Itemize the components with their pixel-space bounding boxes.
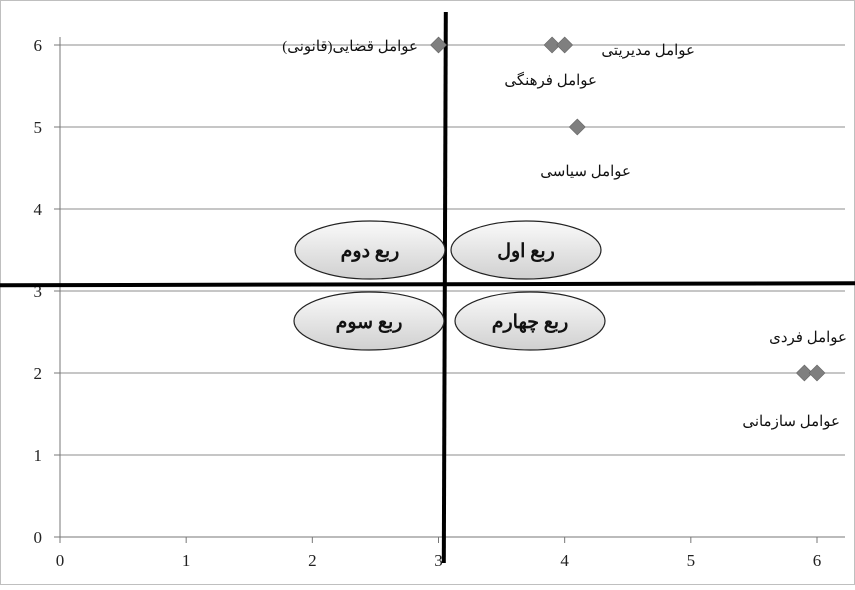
quadrant-ellipse-q3 <box>293 291 445 351</box>
x-tick-label-6: 6 <box>813 551 822 570</box>
x-tick-label-4: 4 <box>560 551 569 570</box>
point-label-4: عوامل فردی <box>769 330 847 346</box>
axes <box>54 37 845 543</box>
quadrant-ellipse-q1 <box>450 220 602 280</box>
y-tick-label-5: 5 <box>34 118 43 137</box>
data-points <box>430 36 826 382</box>
point-label-3: عوامل سیاسی <box>540 164 631 180</box>
quadrant-label-q1: ربع اول <box>497 241 555 262</box>
data-point-5 <box>808 364 826 382</box>
data-point-3 <box>568 118 586 136</box>
y-tick-label-3: 3 <box>34 282 43 301</box>
quadrant-label-q2: ربع دوم <box>341 241 400 262</box>
tick-labels: 0 1 2 3 4 5 6 0 1 2 3 4 5 6 <box>34 36 822 570</box>
data-point-1 <box>543 36 561 54</box>
quadrant-label-q4: ربع چهارم <box>492 312 569 333</box>
horizontal-divider <box>0 281 855 288</box>
x-tick-label-3: 3 <box>434 551 443 570</box>
x-tick-label-5: 5 <box>687 551 696 570</box>
quadrant-ellipse-q4 <box>454 291 606 351</box>
point-label-2: عوامل فرهنگی <box>504 71 597 89</box>
quadrant-label-q3: ربع سوم <box>336 312 403 333</box>
quadrant-dividers <box>0 11 855 564</box>
vertical-divider <box>441 11 448 564</box>
y-tick-label-4: 4 <box>34 200 43 219</box>
data-point-0 <box>430 36 447 54</box>
grid-lines <box>60 44 845 456</box>
y-tick-label-1: 1 <box>34 446 43 465</box>
quadrant-labels: ربع اول ربع دوم ربع سوم ربع چهارم <box>293 220 606 351</box>
x-tick-label-0: 0 <box>56 551 65 570</box>
quadrant-ellipse-q2 <box>294 220 446 280</box>
y-tick-label-2: 2 <box>34 364 43 383</box>
data-point-2 <box>556 36 574 54</box>
data-point-4 <box>795 364 813 382</box>
point-label-5: عوامل سازمانی <box>742 414 840 430</box>
point-label-0: عوامل قضایی(قانونی) <box>282 39 418 55</box>
y-tick-label-0: 0 <box>34 528 43 547</box>
x-tick-label-1: 1 <box>182 551 191 570</box>
y-tick-label-6: 6 <box>34 36 43 55</box>
x-tick-label-2: 2 <box>308 551 317 570</box>
point-label-1: عوامل مدیریتی <box>601 43 695 59</box>
